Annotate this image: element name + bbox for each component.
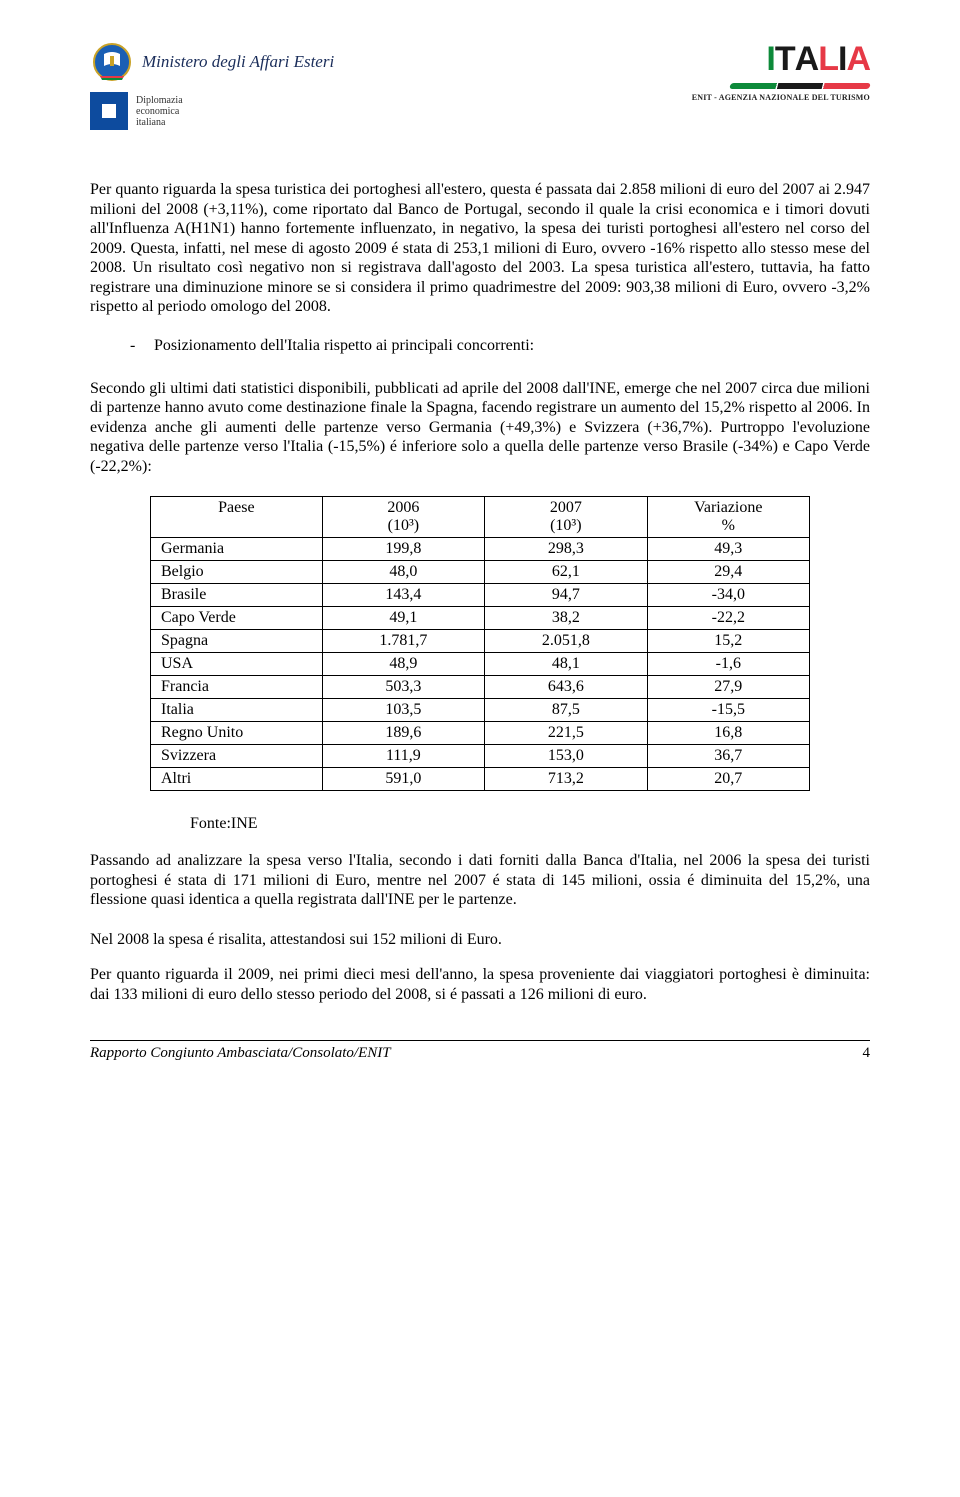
- data-table: Paese 2006 (10³) 2007 (10³) Variazione %…: [150, 496, 810, 791]
- th-line: Paese: [161, 499, 312, 517]
- table-row: Francia503,3643,627,9: [151, 676, 810, 699]
- table-cell: 643,6: [485, 676, 647, 699]
- page-footer: Rapporto Congiunto Ambasciata/Consolato/…: [90, 1040, 870, 1062]
- diplomazia-icon: [90, 92, 128, 130]
- table-row: Spagna1.781,72.051,815,2: [151, 630, 810, 653]
- table-cell: 2.051,8: [485, 630, 647, 653]
- table-row: Capo Verde49,138,2-22,2: [151, 607, 810, 630]
- table-cell: Belgio: [151, 561, 323, 584]
- table-cell: 36,7: [647, 745, 809, 768]
- table-cell: -15,5: [647, 699, 809, 722]
- table-row: USA48,948,1-1,6: [151, 653, 810, 676]
- table-row: Altri591,0713,220,7: [151, 768, 810, 791]
- bullet-text: Posizionamento dell'Italia rispetto ai p…: [154, 337, 534, 354]
- table-cell: Svizzera: [151, 745, 323, 768]
- ministero-title: Ministero degli Affari Esteri: [142, 52, 334, 72]
- table-cell: Germania: [151, 538, 323, 561]
- table-row: Italia103,587,5-15,5: [151, 699, 810, 722]
- header-right: ITALIA ENIT - AGENZIA NAZIONALE DEL TURI…: [692, 40, 870, 102]
- table-cell: 298,3: [485, 538, 647, 561]
- table-cell: 189,6: [322, 722, 484, 745]
- table-cell: 199,8: [322, 538, 484, 561]
- bullet-dash-icon: -: [130, 337, 150, 355]
- table-header-cell: Paese: [151, 497, 323, 538]
- table-source: Fonte:INE: [190, 815, 870, 833]
- table-cell: 94,7: [485, 584, 647, 607]
- table-cell: 503,3: [322, 676, 484, 699]
- paragraph-1: Per quanto riguarda la spesa turistica d…: [90, 180, 870, 317]
- table-cell: USA: [151, 653, 323, 676]
- paragraph-3: Passando ad analizzare la spesa verso l'…: [90, 851, 870, 910]
- table-row: Brasile143,494,7-34,0: [151, 584, 810, 607]
- table-row: Regno Unito189,6221,516,8: [151, 722, 810, 745]
- paragraph-5: Per quanto riguarda il 2009, nei primi d…: [90, 965, 870, 1004]
- document-header: Ministero degli Affari Esteri Diplomazia…: [90, 40, 870, 130]
- bullet-item: - Posizionamento dell'Italia rispetto ai…: [130, 337, 870, 355]
- th-line: Variazione: [694, 499, 762, 516]
- enit-subtitle: ENIT - AGENZIA NAZIONALE DEL TURISMO: [692, 93, 870, 102]
- table-cell: 15,2: [647, 630, 809, 653]
- table-cell: 62,1: [485, 561, 647, 584]
- table-cell: Italia: [151, 699, 323, 722]
- paragraph-2: Secondo gli ultimi dati statistici dispo…: [90, 379, 870, 477]
- table-cell: 38,2: [485, 607, 647, 630]
- table-cell: Altri: [151, 768, 323, 791]
- table-cell: -34,0: [647, 584, 809, 607]
- table-cell: 713,2: [485, 768, 647, 791]
- table-row: Svizzera111,9153,036,7: [151, 745, 810, 768]
- diplomazia-text: Diplomazia economica italiana: [136, 95, 183, 128]
- emblem-icon: [90, 40, 134, 84]
- table-header-cell: Variazione %: [647, 497, 809, 538]
- th-line: 2007: [550, 499, 582, 516]
- th-line: (10³): [388, 517, 419, 534]
- diplomazia-block: Diplomazia economica italiana: [90, 92, 334, 130]
- table-cell: 16,8: [647, 722, 809, 745]
- table-cell: 591,0: [322, 768, 484, 791]
- th-line: (10³): [550, 517, 581, 534]
- table-cell: 48,9: [322, 653, 484, 676]
- table-cell: 48,0: [322, 561, 484, 584]
- table-cell: Spagna: [151, 630, 323, 653]
- footer-title: Rapporto Congiunto Ambasciata/Consolato/…: [90, 1045, 391, 1062]
- th-line: 2006: [387, 499, 419, 516]
- dip-line: italiana: [136, 117, 165, 128]
- table-cell: 103,5: [322, 699, 484, 722]
- table-cell: -22,2: [647, 607, 809, 630]
- table-cell: 111,9: [322, 745, 484, 768]
- italia-brush-icon: [729, 83, 871, 89]
- header-left: Ministero degli Affari Esteri Diplomazia…: [90, 40, 334, 130]
- table-cell: 48,1: [485, 653, 647, 676]
- ministero-block: Ministero degli Affari Esteri: [90, 40, 334, 84]
- table-header-row: Paese 2006 (10³) 2007 (10³) Variazione %: [151, 497, 810, 538]
- table-cell: 49,1: [322, 607, 484, 630]
- table-cell: 153,0: [485, 745, 647, 768]
- table-cell: 20,7: [647, 768, 809, 791]
- table-header-cell: 2006 (10³): [322, 497, 484, 538]
- italia-logo: ITALIA: [766, 40, 870, 79]
- dip-line: Diplomazia: [136, 95, 183, 106]
- table-cell: Regno Unito: [151, 722, 323, 745]
- th-line: %: [722, 517, 735, 534]
- paragraph-4: Nel 2008 la spesa é risalita, attestando…: [90, 930, 870, 950]
- table-cell: 143,4: [322, 584, 484, 607]
- table-cell: -1,6: [647, 653, 809, 676]
- table-cell: 221,5: [485, 722, 647, 745]
- footer-page-number: 4: [863, 1045, 871, 1062]
- table-cell: Capo Verde: [151, 607, 323, 630]
- page: Ministero degli Affari Esteri Diplomazia…: [0, 0, 960, 1092]
- table-header-cell: 2007 (10³): [485, 497, 647, 538]
- table-cell: Brasile: [151, 584, 323, 607]
- table-row: Belgio48,062,129,4: [151, 561, 810, 584]
- table-row: Germania199,8298,349,3: [151, 538, 810, 561]
- table-cell: Francia: [151, 676, 323, 699]
- table-cell: 29,4: [647, 561, 809, 584]
- table-cell: 1.781,7: [322, 630, 484, 653]
- dip-line: economica: [136, 106, 179, 117]
- table-cell: 27,9: [647, 676, 809, 699]
- table-cell: 49,3: [647, 538, 809, 561]
- table-cell: 87,5: [485, 699, 647, 722]
